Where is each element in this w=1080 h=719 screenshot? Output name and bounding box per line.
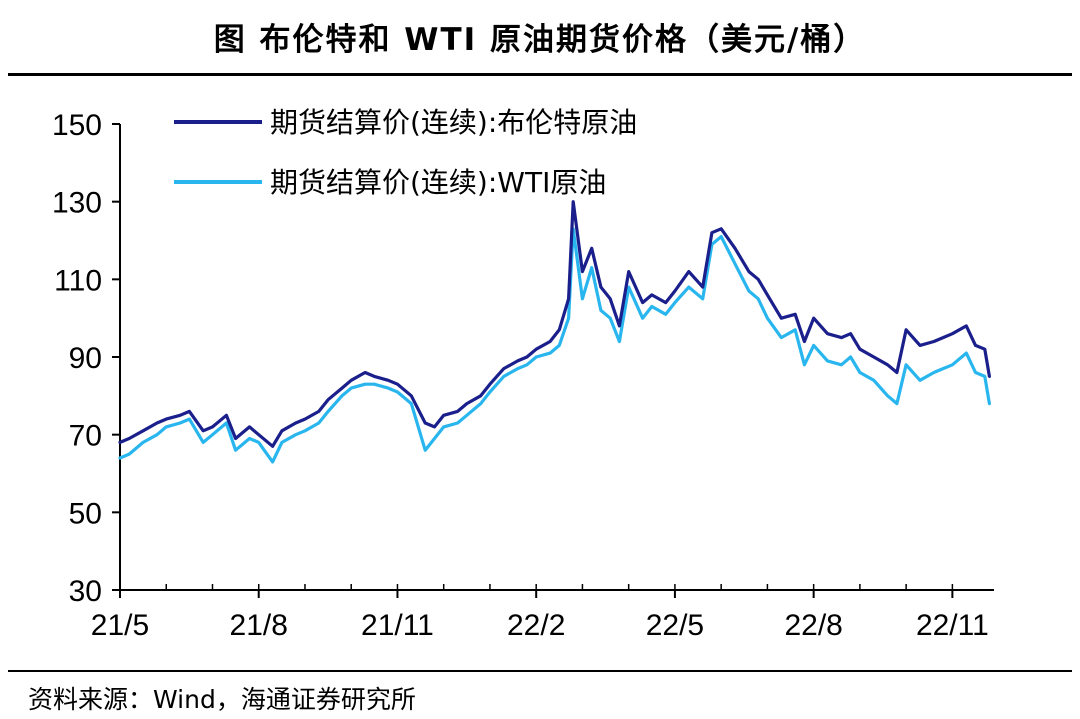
y-tick-label: 50 bbox=[69, 497, 102, 530]
y-tick-label: 30 bbox=[69, 575, 102, 608]
x-tick-label: 21/8 bbox=[230, 609, 288, 642]
y-tick-label: 90 bbox=[69, 342, 102, 375]
x-tick-label: 22/2 bbox=[507, 609, 565, 642]
x-tick-label: 21/11 bbox=[361, 609, 434, 642]
y-tick-label: 130 bbox=[52, 187, 102, 220]
y-tick-label: 110 bbox=[54, 264, 102, 297]
source-note: 资料来源：Wind，海通证券研究所 bbox=[28, 685, 416, 714]
series-line-1 bbox=[118, 227, 992, 464]
series-line-0 bbox=[118, 200, 992, 448]
title-bar: 图 布伦特和 WTI 原油期货价格（美元/桶） bbox=[0, 0, 1080, 76]
legend-label: 期货结算价(连续):布伦特原油 bbox=[270, 106, 637, 139]
x-tick-label: 22/8 bbox=[784, 609, 842, 642]
y-tick-label: 150 bbox=[52, 109, 102, 142]
x-tick-label: 22/11 bbox=[916, 609, 989, 642]
series-group bbox=[118, 200, 992, 464]
legend-label: 期货结算价(连续):WTI原油 bbox=[270, 166, 606, 199]
footer-divider bbox=[8, 670, 1072, 672]
y-tick-label: 70 bbox=[69, 420, 102, 453]
x-tick-label: 22/5 bbox=[646, 609, 704, 642]
title-divider bbox=[8, 73, 1072, 76]
x-tick-label: 21/5 bbox=[91, 609, 149, 642]
chart-title: 图 布伦特和 WTI 原油期货价格（美元/桶） bbox=[213, 22, 867, 58]
